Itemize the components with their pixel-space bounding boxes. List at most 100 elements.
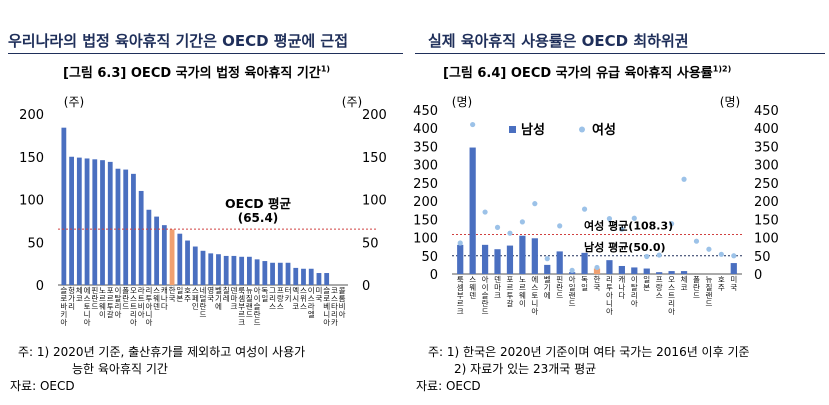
left-xtick-label-char: 아 (145, 301, 152, 311)
left-xtick-label-char: 아 (130, 317, 137, 327)
left-xtick-label-char: 엘 (308, 310, 315, 319)
right-xtick-label-char: 덴 (494, 275, 501, 284)
right-xtick-label-char: 주 (718, 283, 725, 292)
right-xtick-label-char: 란 (482, 298, 489, 308)
right-xtick-label-char: 랜 (569, 290, 576, 300)
right-female-point (482, 209, 488, 215)
right-title-underline (415, 53, 825, 54)
left-xtick-label-char: 트 (130, 302, 137, 311)
left-bar (262, 261, 268, 285)
right-xtick-label-char: 뉴 (705, 275, 712, 284)
left-bar (169, 229, 175, 285)
right-xtick-label-char: 나 (618, 283, 625, 292)
left-xtick-label-char: 리 (115, 302, 122, 311)
left-xtick-label-char: 리 (145, 286, 152, 295)
left-xtick-label-char: 스 (300, 286, 307, 295)
right-xtick-label-char: 이 (482, 282, 489, 292)
right-male-bar (593, 268, 601, 274)
left-xtick-label-char: 롬 (339, 294, 346, 303)
right-female-point (470, 121, 476, 128)
left-xtick-label-char: 드 (91, 302, 98, 311)
left-ytick-label: 100 (19, 194, 44, 209)
right-female-point (581, 206, 588, 212)
right-ytick-label-right: 250 (754, 177, 779, 192)
left-xtick-label-char: 크 (230, 302, 237, 311)
right-ytick-label: 100 (413, 232, 438, 247)
left-xtick-label-char: 룩 (238, 286, 245, 295)
left-xtick-label-char: 라 (308, 302, 315, 311)
left-bar (185, 240, 190, 285)
left-bar (277, 262, 283, 285)
left-xtick-label-char: 스 (277, 302, 284, 311)
left-bar (92, 159, 98, 285)
left-xtick-label-char: 크 (238, 318, 245, 327)
left-xtick-label-char: 이 (308, 285, 315, 295)
right-xtick-label-char: 스 (531, 283, 538, 292)
right-ytick-label: 200 (413, 195, 438, 210)
right-xtick-label-char: 폴 (693, 275, 700, 284)
right-ytick-label-right: 0 (754, 268, 762, 283)
left-xtick-label-char: 아 (84, 317, 91, 327)
right-female-point (532, 201, 538, 207)
right-xtick-label-char: 아 (482, 274, 489, 284)
left-xtick-label-char: 핀 (91, 286, 98, 295)
right-xtick-label-char: 아 (631, 298, 638, 308)
left-xtick-label-char: 타 (331, 302, 338, 311)
right-xtick-label-char: 랜 (705, 290, 712, 300)
right-xtick-label-char: 덴 (469, 291, 476, 300)
left-xtick-label-char: 스 (308, 294, 315, 303)
right-xtick-label-char: 니 (606, 299, 613, 308)
right-xtick-label-char: 드 (482, 307, 489, 316)
right-xtick-label-char: 본 (643, 283, 650, 292)
left-xtick-label-char: 랑 (277, 294, 284, 303)
left-xtick-label-char: 리 (130, 310, 137, 319)
left-xtick-label-char: 리 (331, 310, 338, 319)
right-ytick-label: 450 (413, 104, 438, 119)
right-xtick-label-char: 란 (556, 282, 563, 292)
right-male-bar (519, 235, 526, 274)
left-bar (208, 253, 214, 285)
left-xtick-label-char: 폴 (122, 286, 129, 295)
left-xtick-label-char: 랜 (246, 301, 253, 311)
right-xtick-label-char: 일 (581, 283, 588, 292)
left-xtick-label-char: 칠 (223, 286, 230, 295)
left-xtick-label-char: 아 (115, 309, 122, 319)
right-female-point (656, 252, 662, 258)
right-ytick-label: 300 (413, 159, 438, 174)
left-xtick-label-char: 다 (161, 302, 168, 311)
left-title-underline (8, 53, 403, 54)
left-bar (146, 209, 152, 285)
left-xtick-label-char: 인 (192, 301, 199, 311)
right-xtick-label-char: 아 (606, 290, 613, 300)
right-female-point (669, 221, 675, 227)
left-xtick-label-char: 스 (300, 302, 307, 311)
left-source: 자료: OECD (10, 379, 75, 393)
left-bar (239, 256, 245, 285)
right-female-point (731, 253, 737, 259)
right-ytick-label: 0 (430, 268, 438, 283)
left-xtick-label-char: 드 (200, 310, 207, 319)
left-xtick-label-char: 콜 (339, 286, 346, 295)
left-xtick-label-char: 슬 (60, 286, 67, 295)
left-xtick-label-char: 부 (238, 302, 245, 311)
left-bar (69, 156, 74, 285)
right-ytick-label-right: 50 (754, 250, 771, 265)
left-xtick-label-char: 주 (184, 294, 191, 303)
right-xtick-label-char: 스 (656, 291, 663, 300)
left-xtick-label-char: 슬 (254, 302, 261, 311)
right-ytick-label-right: 100 (754, 232, 779, 247)
right-figure-title: [그림 6.4] OECD 국가의 유급 육아휴직 사용률1)2) (443, 64, 732, 81)
left-xtick-label-char: 르 (107, 294, 114, 303)
left-xtick-label-char: 일 (176, 286, 183, 295)
left-xtick-label-char: 마 (230, 294, 237, 303)
right-xtick-label-char: 국 (730, 283, 737, 292)
left-xtick-label-char: 르 (238, 310, 245, 319)
left-xtick-label-char: 시 (292, 294, 299, 303)
right-male-bar (481, 244, 489, 274)
left-xtick-label-char: 아 (60, 317, 67, 327)
left-xtick-label-char: 국 (169, 294, 176, 303)
right-female-point (519, 219, 525, 225)
right-xtick-label-char: 크 (494, 291, 501, 300)
right-female-point (544, 256, 550, 262)
left-xtick-label-char: 란 (122, 293, 129, 303)
